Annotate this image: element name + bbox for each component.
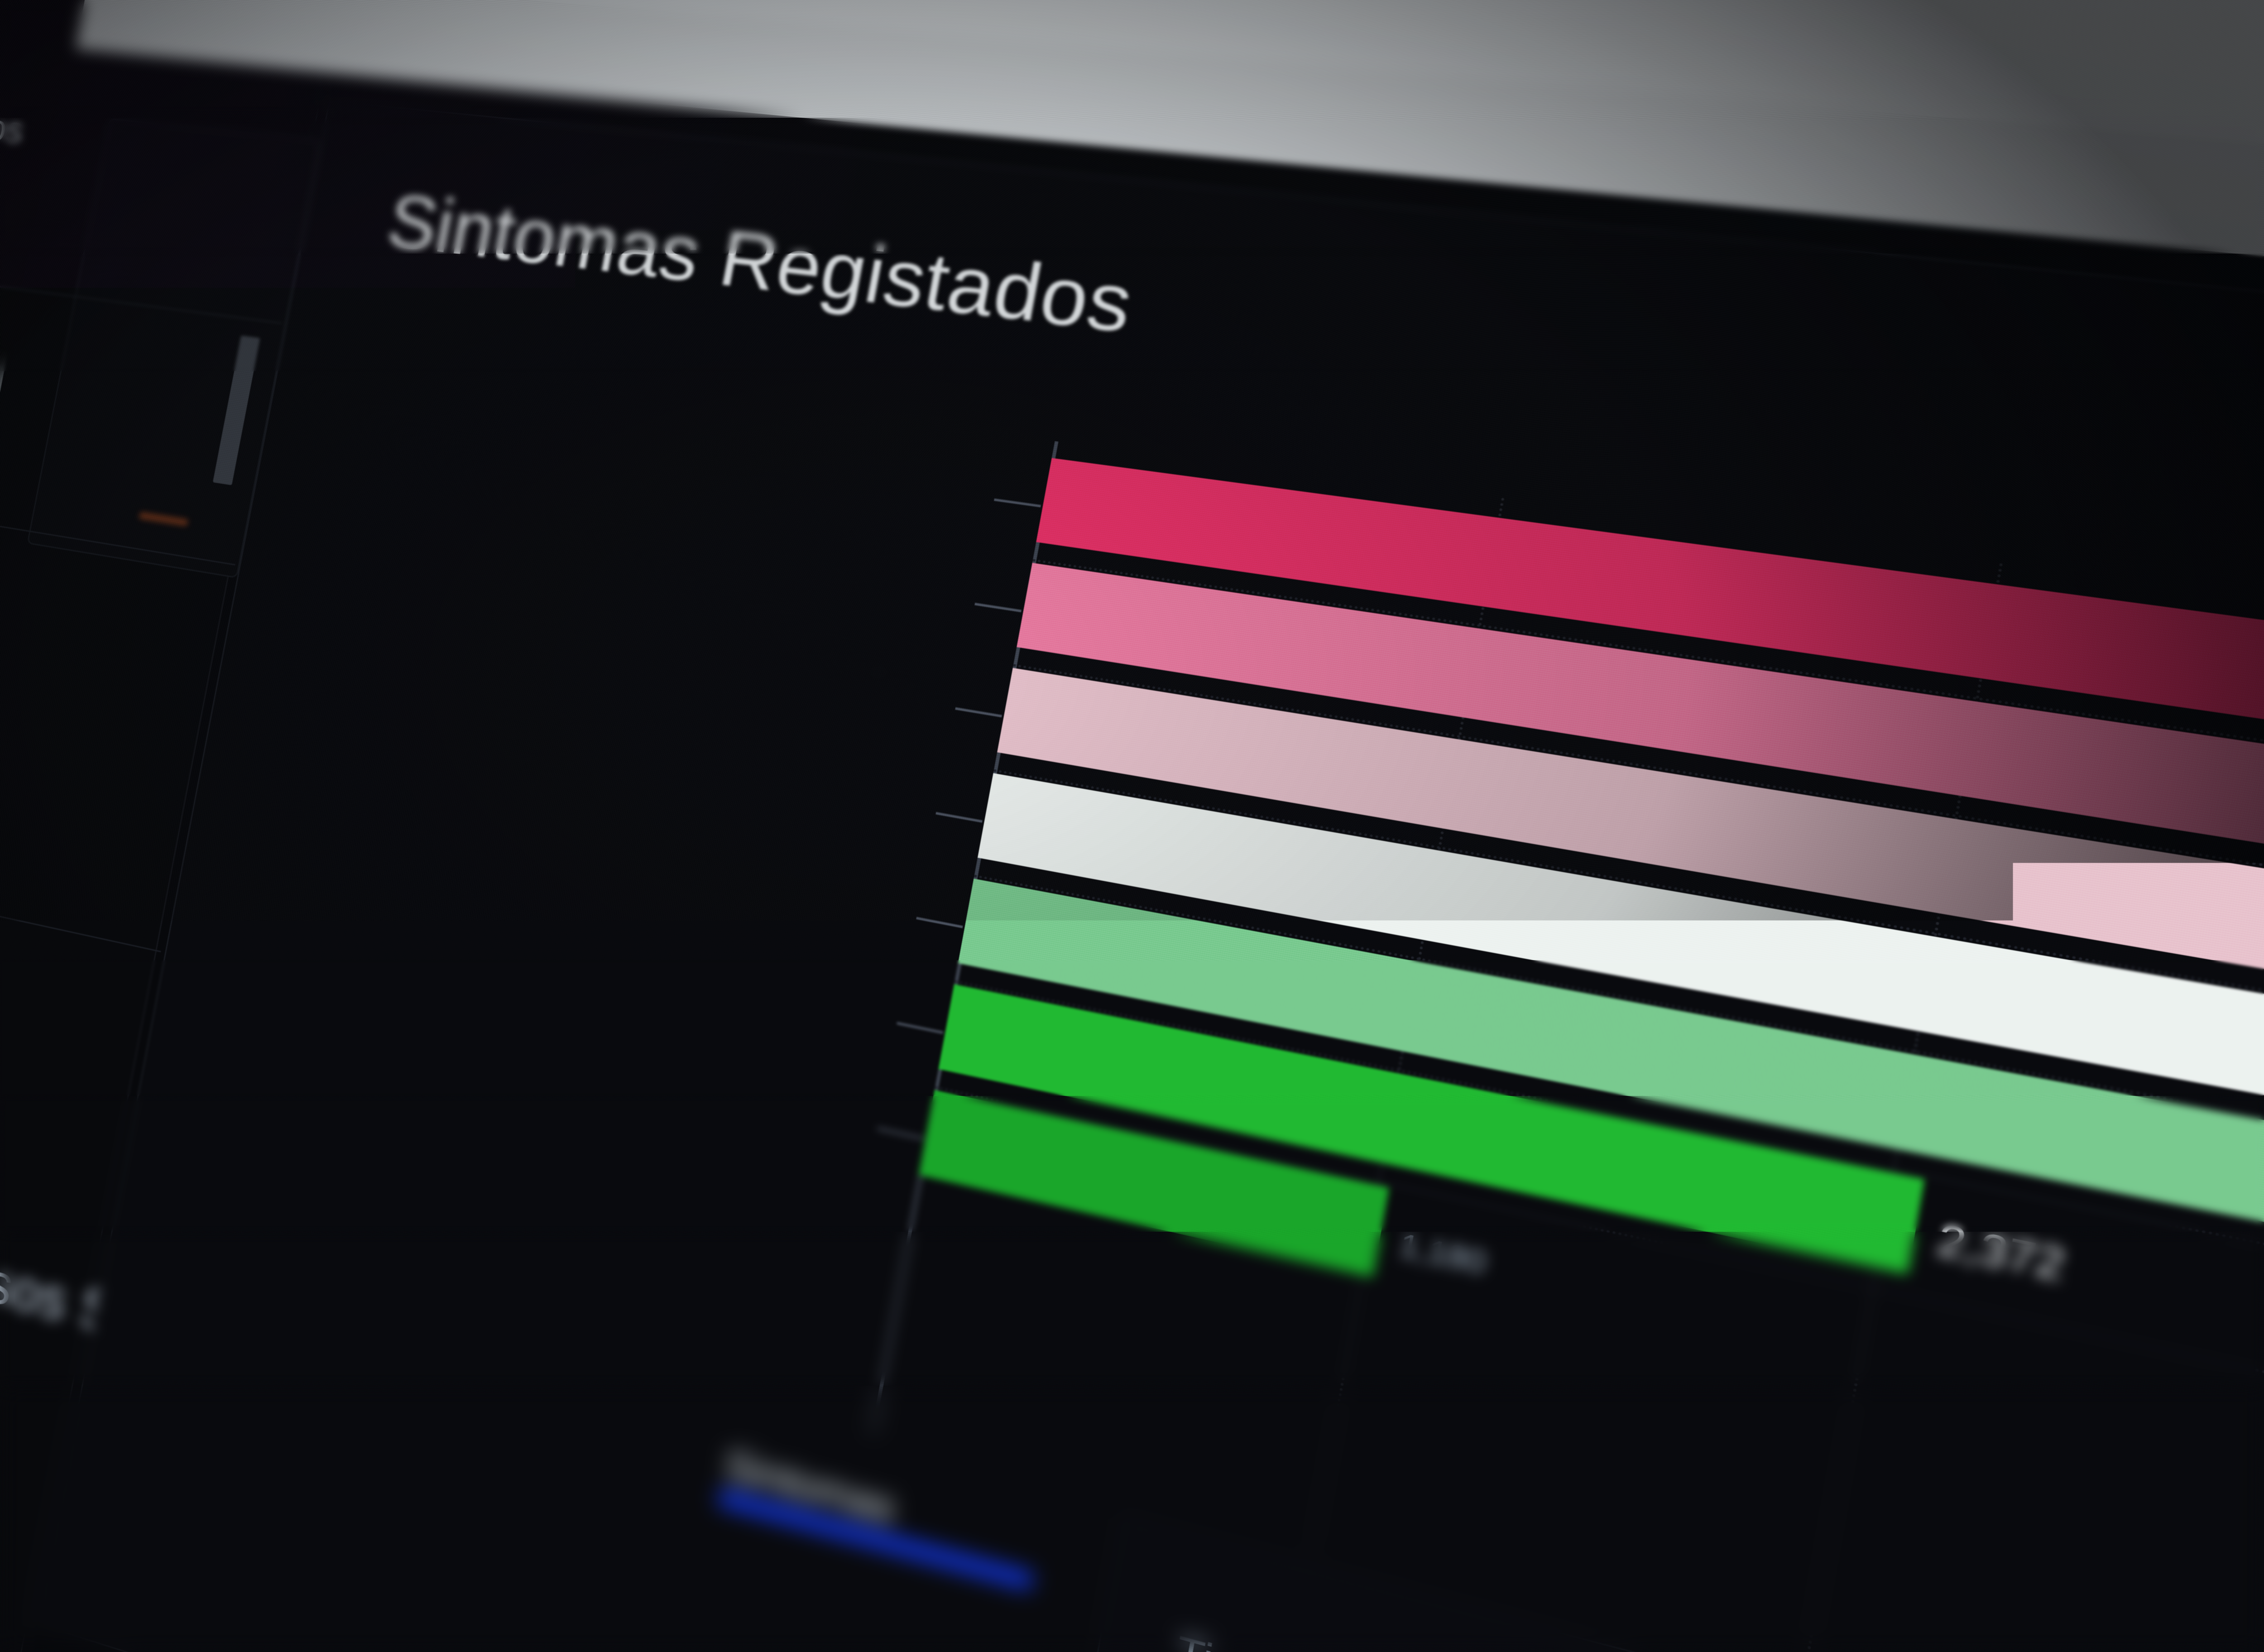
bar[interactable] [919, 1090, 1389, 1277]
gridline-horizontal [1032, 559, 2264, 874]
gridline-horizontal [1013, 664, 2264, 1008]
tab-tipo-de-contagio[interactable]: Tipo de Contágio [1172, 1626, 1534, 1652]
tab-card-contagio[interactable] [1093, 1518, 2144, 1652]
gridline-horizontal [974, 874, 2264, 1274]
scrollbar-thumb[interactable] [213, 336, 260, 485]
sidebar: mados e Gaia ção Confirmados [0, 48, 326, 1652]
axis-tick [916, 917, 963, 928]
bar-rows: Febre4,280Tosse4,094Dores Musculares4,32… [1052, 454, 2264, 739]
bar-row[interactable]: Anosmia1,180 [916, 1086, 2264, 1652]
gridline-vertical [1802, 563, 2003, 1652]
axis-tick [994, 499, 1041, 508]
gridlines [1052, 454, 2264, 739]
sidebar-item-label-4[interactable]: Confirmados [0, 940, 130, 1061]
sidebar-card[interactable] [27, 118, 321, 578]
section-title: ão de Casos Suspeitos [0, 1196, 594, 1477]
divider-3 [0, 867, 161, 952]
axis-tick [877, 1127, 924, 1140]
bar[interactable] [997, 668, 2264, 1089]
bar[interactable] [1017, 563, 2264, 937]
tab-sintomas[interactable]: Sintomas [721, 1441, 899, 1533]
bar-value-label: 1,180 [1396, 1225, 1489, 1281]
bar-row[interactable]: Dores Musculares4,326 [994, 664, 2264, 1138]
bar-row[interactable]: Febre4,280 [1033, 454, 2264, 871]
y-axis-line [871, 441, 1058, 1434]
gridline-horizontal [993, 769, 2264, 1141]
axis-tick [974, 603, 1022, 612]
bar[interactable] [958, 879, 2264, 1235]
bar-row[interactable]: Fraqueza Generalizada3,210 [955, 874, 2264, 1405]
photo-scene: mados e Gaia ção Confirmados Evolução ão… [0, 0, 2264, 1652]
dashboard-ui: mados e Gaia ção Confirmados Evolução ão… [0, 48, 2264, 1652]
bar-chart-plot-area: Febre4,280Tosse4,094Dores Musculares4,32… [874, 454, 2264, 1652]
bar-row[interactable]: Dificuldade Respiratória2,372 [935, 980, 2264, 1540]
monitor-screen-wrapper: mados e Gaia ção Confirmados Evolução ão… [0, 54, 2264, 1652]
tab-bar: Sintomas Tipo de Contágio Grupo Etário [659, 1441, 2264, 1652]
gridline-horizontal [935, 1086, 2264, 1542]
bar[interactable] [938, 984, 1924, 1274]
bar[interactable] [978, 773, 2264, 1178]
axis-tick [955, 707, 1002, 718]
monitor-screen: mados e Gaia ção Confirmados Evolução ão… [0, 48, 2264, 1652]
bar-value-label: 2,372 [1933, 1213, 2069, 1291]
page-title: Sintomas Registados [381, 177, 1141, 351]
section-subtitle: Evolução [0, 1089, 328, 1243]
gridline-vertical [1310, 498, 1504, 1551]
axis-tick [935, 812, 982, 823]
lcd-pixel-grid [0, 0, 2264, 1652]
bar[interactable] [1036, 458, 2264, 823]
gridline-horizontal [955, 980, 2264, 1409]
active-tab-indicator [718, 1488, 1034, 1590]
axis-tick [897, 1022, 943, 1034]
bar-row[interactable]: Cefaleias3,908 [974, 769, 2264, 1271]
chart-panel: Sintomas Registados Febre4,280Tosse4,094… [36, 100, 2264, 1652]
sidebar-item-label-3[interactable]: ção [0, 727, 173, 837]
bar-row[interactable]: Tosse4,094 [1013, 559, 2264, 1004]
